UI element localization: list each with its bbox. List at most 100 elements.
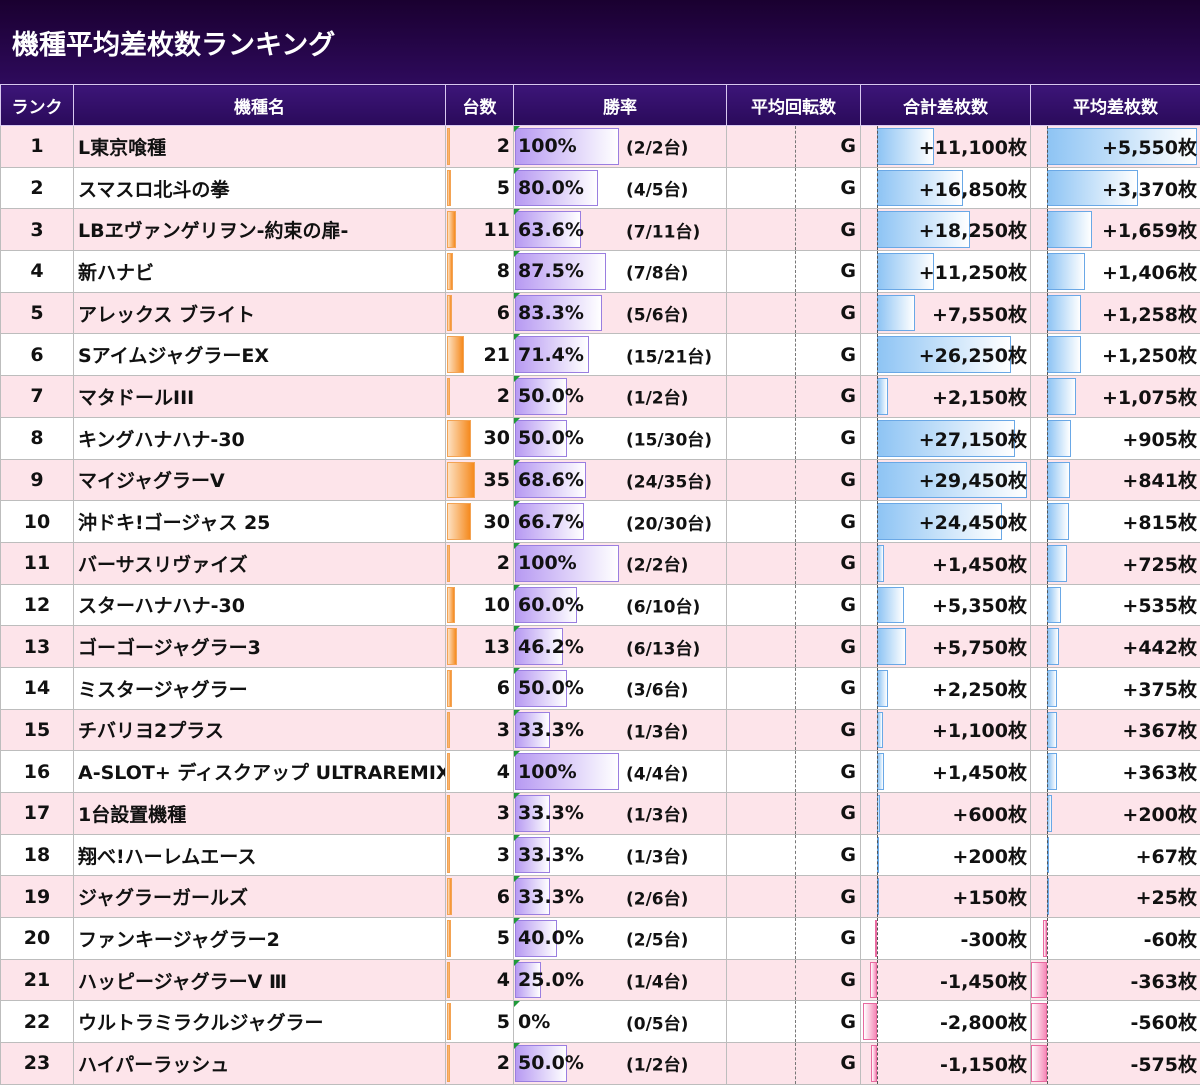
avg-diff-value: +1,258枚 bbox=[1101, 303, 1197, 326]
total-diff-value: +1,100枚 bbox=[931, 720, 1027, 743]
table-row: 1 L東京喰種 2 100% (2/2台) G +11,100枚 +5,550枚 bbox=[0, 125, 1200, 168]
total-diff-value: -2,800枚 bbox=[940, 1012, 1027, 1035]
table-row: 10 沖ドキ!ゴージャス 25 30 66.7% (20/30台) G +24,450枚 +8… bbox=[0, 500, 1200, 543]
total-diff-bar bbox=[877, 461, 1027, 499]
avg-diff-cell: +1,075枚 bbox=[1030, 375, 1200, 418]
winrate-cell: 100% (2/2台) bbox=[513, 541, 727, 585]
winrate-value: 71.4% bbox=[518, 343, 584, 366]
winrate-marker-icon bbox=[514, 585, 520, 591]
total-diff-bar bbox=[875, 920, 877, 957]
total-diff-axis bbox=[877, 209, 878, 250]
avg-spins-divider bbox=[795, 835, 796, 875]
total-diff-bar bbox=[877, 211, 970, 249]
units-cell: 13 bbox=[445, 625, 514, 668]
machine-name-cell: ミスタージャグラー bbox=[73, 666, 446, 710]
winrate-cell: 100% (4/4台) bbox=[513, 750, 727, 793]
avg-spins-cell: G bbox=[726, 250, 861, 293]
avg-diff-value: +442枚 bbox=[1122, 637, 1197, 660]
total-diff-axis bbox=[877, 543, 878, 584]
total-diff-cell: +7,550枚 bbox=[860, 291, 1031, 335]
avg-spins-value: G bbox=[840, 427, 856, 450]
winrate-marker-icon bbox=[514, 668, 520, 674]
table-row: 18 翔べ!ハーレムエース 3 33.3% (1/3台) G +200枚 +67枚 bbox=[0, 833, 1200, 877]
winrate-marker-icon bbox=[514, 1043, 520, 1050]
winrate-marker-icon bbox=[514, 418, 520, 424]
total-diff-bar bbox=[877, 753, 884, 790]
avg-diff-cell: +67枚 bbox=[1030, 833, 1200, 877]
total-diff-axis bbox=[877, 1043, 878, 1084]
total-diff-axis bbox=[877, 293, 878, 333]
avg-spins-value: G bbox=[840, 802, 856, 825]
avg-spins-cell: G bbox=[726, 208, 861, 252]
total-diff-cell: +24,450枚 bbox=[860, 500, 1031, 543]
winrate-cell: 40.0% (2/5台) bbox=[513, 917, 727, 960]
winrate-marker-icon bbox=[514, 876, 520, 883]
table-row: 22 ウルトラミラクルジャグラー 5 0% (0/5台) G -2,800枚 -560枚 bbox=[0, 1000, 1200, 1044]
avg-diff-value: +200枚 bbox=[1122, 803, 1197, 826]
page-title: 機種平均差枚数ランキング bbox=[0, 0, 1200, 84]
winrate-value: 33.3% bbox=[518, 885, 584, 908]
avg-diff-value: +1,406枚 bbox=[1101, 261, 1197, 284]
avg-diff-bar bbox=[1047, 336, 1081, 374]
winrate-marker-icon bbox=[514, 209, 520, 216]
avg-spins-divider bbox=[795, 751, 796, 792]
avg-diff-axis bbox=[1047, 543, 1048, 584]
winrate-marker-icon bbox=[514, 1001, 520, 1008]
avg-spins-divider bbox=[795, 334, 796, 375]
avg-diff-cell: +367枚 bbox=[1030, 708, 1200, 752]
avg-diff-bar bbox=[1047, 711, 1057, 749]
avg-diff-bar bbox=[1047, 378, 1076, 415]
units-bar bbox=[447, 795, 450, 832]
total-diff-value: +2,150枚 bbox=[931, 386, 1027, 409]
avg-spins-cell: G bbox=[726, 125, 861, 168]
total-diff-value: +16,850枚 bbox=[918, 178, 1027, 201]
machine-name-cell: スターハナハナ-30 bbox=[73, 583, 446, 627]
total-diff-value: +26,250枚 bbox=[918, 345, 1027, 368]
winrate-ratio: (1/3台) bbox=[626, 847, 689, 868]
winrate-bar bbox=[515, 169, 598, 207]
winrate-bar bbox=[515, 628, 563, 665]
winrate-value: 46.2% bbox=[518, 635, 584, 658]
total-diff-axis bbox=[877, 751, 878, 792]
total-diff-value: -1,150枚 bbox=[940, 1053, 1027, 1076]
total-diff-bar bbox=[877, 586, 904, 624]
avg-diff-bar bbox=[1047, 753, 1057, 790]
winrate-cell: 100% (2/2台) bbox=[513, 125, 727, 168]
units-bar bbox=[447, 544, 450, 582]
avg-diff-value: +375枚 bbox=[1122, 678, 1197, 701]
units-bar bbox=[447, 586, 455, 624]
machine-name-cell: マイジャグラーV bbox=[73, 458, 446, 502]
units-bar bbox=[447, 378, 450, 415]
winrate-bar bbox=[515, 419, 567, 457]
total-diff-bar bbox=[877, 419, 1015, 457]
winrate-ratio: (24/35台) bbox=[626, 472, 713, 493]
total-diff-value: +5,750枚 bbox=[931, 637, 1027, 660]
avg-diff-value: +535枚 bbox=[1122, 595, 1197, 618]
total-diff-bar bbox=[870, 961, 877, 999]
winrate-cell: 50.0% (3/6台) bbox=[513, 666, 727, 710]
total-diff-axis bbox=[877, 376, 878, 417]
units-value: 5 bbox=[496, 927, 510, 950]
avg-spins-cell: G bbox=[726, 500, 861, 543]
avg-diff-axis bbox=[1047, 960, 1048, 1000]
avg-diff-bar bbox=[1047, 461, 1070, 499]
avg-diff-axis bbox=[1047, 501, 1048, 542]
avg-spins-divider bbox=[795, 918, 796, 959]
rank-cell: 10 bbox=[0, 500, 74, 543]
total-diff-cell: +1,450枚 bbox=[860, 750, 1031, 793]
avg-diff-value: -575枚 bbox=[1130, 1053, 1197, 1076]
winrate-value: 83.3% bbox=[518, 302, 584, 325]
avg-diff-value: +815枚 bbox=[1122, 512, 1197, 535]
avg-spins-value: G bbox=[840, 218, 856, 241]
total-diff-cell: +11,250枚 bbox=[860, 250, 1031, 293]
total-diff-axis bbox=[877, 793, 878, 834]
avg-diff-cell: +535枚 bbox=[1030, 583, 1200, 627]
units-cell: 6 bbox=[445, 875, 514, 919]
units-value: 21 bbox=[483, 343, 510, 366]
avg-diff-value: +905枚 bbox=[1122, 428, 1197, 451]
header-avg-diff: 平均差枚数 bbox=[1030, 84, 1200, 126]
avg-spins-divider bbox=[795, 126, 796, 167]
total-diff-cell: +1,100枚 bbox=[860, 708, 1031, 752]
avg-diff-axis bbox=[1047, 876, 1048, 917]
avg-spins-value: G bbox=[840, 510, 856, 533]
